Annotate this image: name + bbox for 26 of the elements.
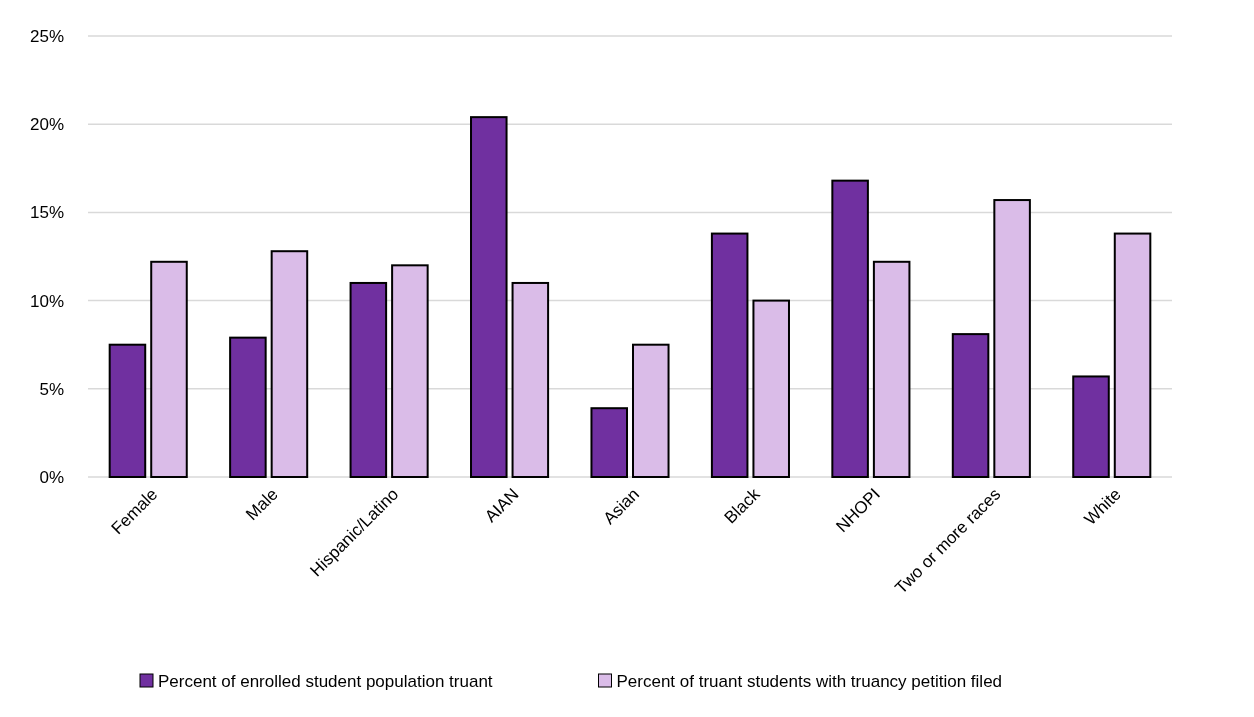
bar	[752, 299, 790, 478]
bar	[1072, 375, 1110, 478]
bar	[590, 407, 628, 478]
bar	[951, 333, 990, 478]
bar	[1113, 232, 1152, 478]
bar	[993, 199, 1031, 478]
bar	[349, 281, 388, 478]
bar	[270, 250, 309, 478]
bar	[632, 343, 670, 478]
bar	[150, 260, 188, 478]
bar	[831, 179, 869, 478]
bar	[229, 336, 267, 478]
y-tick-label: 25%	[29, 26, 64, 46]
bar	[511, 281, 550, 478]
legend-label: Percent of enrolled student population truant	[158, 671, 493, 691]
bar	[872, 260, 911, 478]
bar	[391, 264, 429, 478]
y-tick-label: 15%	[29, 203, 64, 223]
bar	[470, 116, 508, 478]
bar	[710, 232, 749, 478]
y-tick-label: 5%	[39, 379, 64, 399]
y-tick-label: 20%	[29, 115, 64, 135]
y-tick-label: 10%	[29, 291, 64, 311]
bar	[108, 343, 147, 478]
legend-label: Percent of truant students with truancy petition filed	[616, 671, 1003, 691]
y-tick-label: 0%	[39, 467, 64, 487]
